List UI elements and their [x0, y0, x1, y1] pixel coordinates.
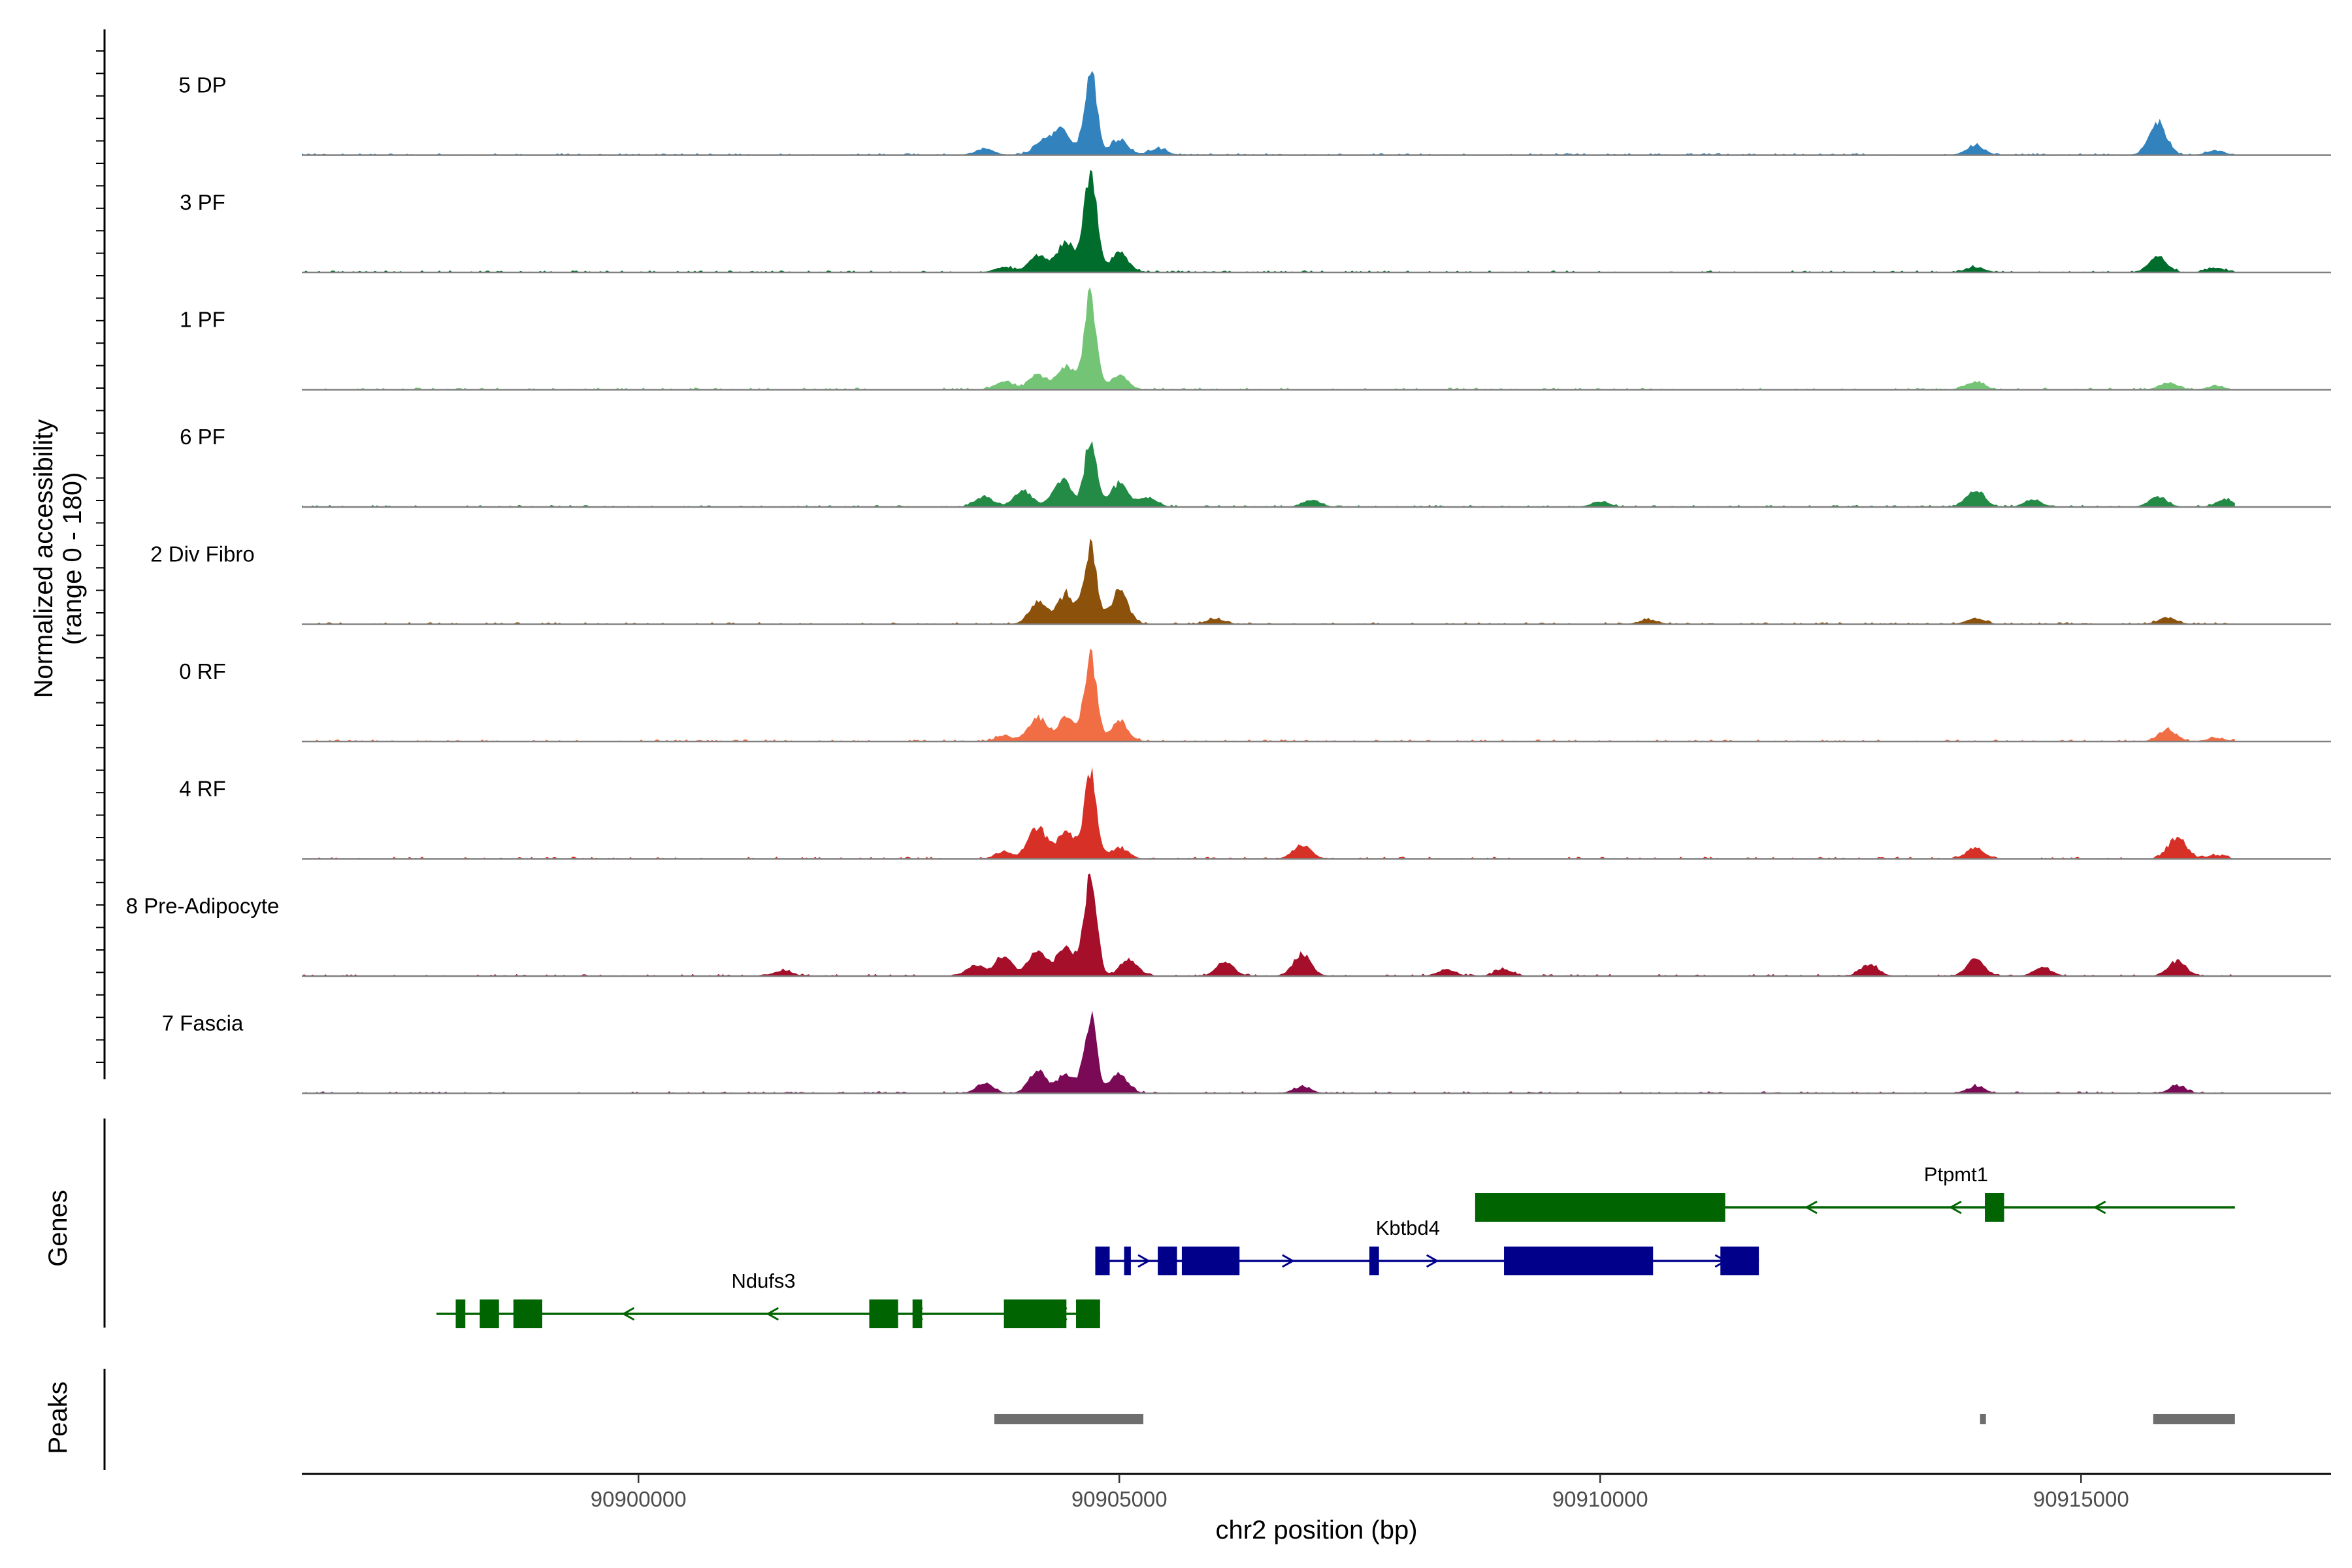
exon	[1504, 1247, 1654, 1275]
exon	[1181, 1247, 1240, 1275]
track-2-div-fibro: 2 Div Fibro	[150, 538, 2331, 625]
x-tick-label: 90910000	[1552, 1487, 1648, 1511]
exon	[1095, 1247, 1110, 1275]
track-label: 5 DP	[178, 73, 226, 97]
strand-arrow-icon	[1137, 1254, 1151, 1268]
gene-label: Ptpmt1	[1924, 1163, 1988, 1186]
exon	[1475, 1193, 1725, 1222]
exon	[1124, 1247, 1131, 1275]
coverage-area	[302, 538, 2235, 625]
strand-arrow-icon	[1426, 1254, 1439, 1268]
x-tick-label: 90905000	[1071, 1487, 1168, 1511]
track-8-pre-adipocyte: 8 Pre-Adipocyte	[126, 874, 2331, 977]
peaks-track-label: Peaks	[44, 1381, 73, 1454]
coverage-tracks: 5 DP 3 PF 1 PF 6 PF 2 Div Fibro 0 RF 4 RF 8 Pre…	[126, 71, 2331, 1094]
exon	[455, 1299, 466, 1328]
x-tick-label: 90900000	[591, 1487, 687, 1511]
gene-ndufs3: Ndufs3	[436, 1269, 1100, 1328]
gene-label: Ndufs3	[731, 1269, 795, 1292]
exon	[1369, 1247, 1379, 1275]
exon	[1720, 1247, 1759, 1275]
strand-arrow-icon	[1948, 1200, 1962, 1215]
y-axis-title: Normalized accessibility	[29, 419, 58, 698]
strand-arrow-icon	[1805, 1200, 1818, 1215]
gene-ptpmt1: Ptpmt1	[1475, 1163, 2235, 1222]
exon	[513, 1299, 543, 1328]
track-7-fascia: 7 Fascia	[162, 1010, 2331, 1094]
peak-region	[1980, 1414, 1986, 1424]
coverage-area	[302, 766, 2235, 859]
exon	[1158, 1247, 1177, 1275]
track-6-pf: 6 PF	[180, 425, 2331, 508]
x-axis: 90900000 90905000 90910000 90915000	[302, 1473, 2331, 1511]
track-4-rf: 4 RF	[179, 766, 2331, 860]
track-label: 8 Pre-Adipocyte	[126, 894, 280, 918]
exon	[1004, 1299, 1067, 1328]
track-0-rf: 0 RF	[179, 648, 2331, 743]
exon	[1985, 1193, 2004, 1222]
strand-arrow-icon	[766, 1307, 779, 1321]
strand-arrow-icon	[1282, 1254, 1295, 1268]
track-label: 6 PF	[180, 425, 225, 449]
strand-arrow-icon	[2093, 1200, 2106, 1215]
coverage-area	[302, 71, 2235, 155]
peaks-track	[103, 1369, 2235, 1470]
track-label: 7 Fascia	[162, 1011, 244, 1036]
x-tick-label: 90915000	[2033, 1487, 2129, 1511]
gene-annotation-track: Ndufs3 Kbtbd4 Ptpmt1	[103, 1119, 2235, 1328]
peak-region	[994, 1414, 1144, 1424]
coverage-area	[302, 170, 2235, 272]
genes-track-label: Genes	[44, 1190, 73, 1267]
track-5-dp: 5 DP	[178, 71, 2331, 156]
track-label: 0 RF	[179, 659, 226, 683]
coverage-area	[302, 648, 2235, 742]
track-label: 3 PF	[180, 190, 225, 214]
track-3-pf: 3 PF	[180, 170, 2331, 274]
track-label: 4 RF	[179, 777, 226, 801]
track-1-pf: 1 PF	[180, 287, 2331, 391]
gene-label: Kbtbd4	[1376, 1217, 1440, 1239]
track-label: 2 Div Fibro	[150, 542, 255, 566]
y-axis-subtitle: (range 0 - 180)	[58, 472, 87, 645]
strand-arrow-icon	[621, 1307, 635, 1321]
track-label: 1 PF	[180, 308, 225, 332]
coverage-area	[302, 287, 2235, 390]
exon	[480, 1299, 499, 1328]
coverage-y-axis	[96, 29, 106, 1079]
coverage-area	[302, 441, 2235, 507]
x-axis-title: chr2 position (bp)	[1215, 1516, 1417, 1544]
exon	[912, 1299, 923, 1328]
coverage-area	[302, 874, 2235, 976]
gene-kbtbd4: Kbtbd4	[1095, 1217, 1759, 1275]
exon	[1075, 1299, 1100, 1328]
peak-region	[2153, 1414, 2235, 1424]
exon	[869, 1299, 898, 1328]
coverage-area	[302, 1010, 2235, 1094]
